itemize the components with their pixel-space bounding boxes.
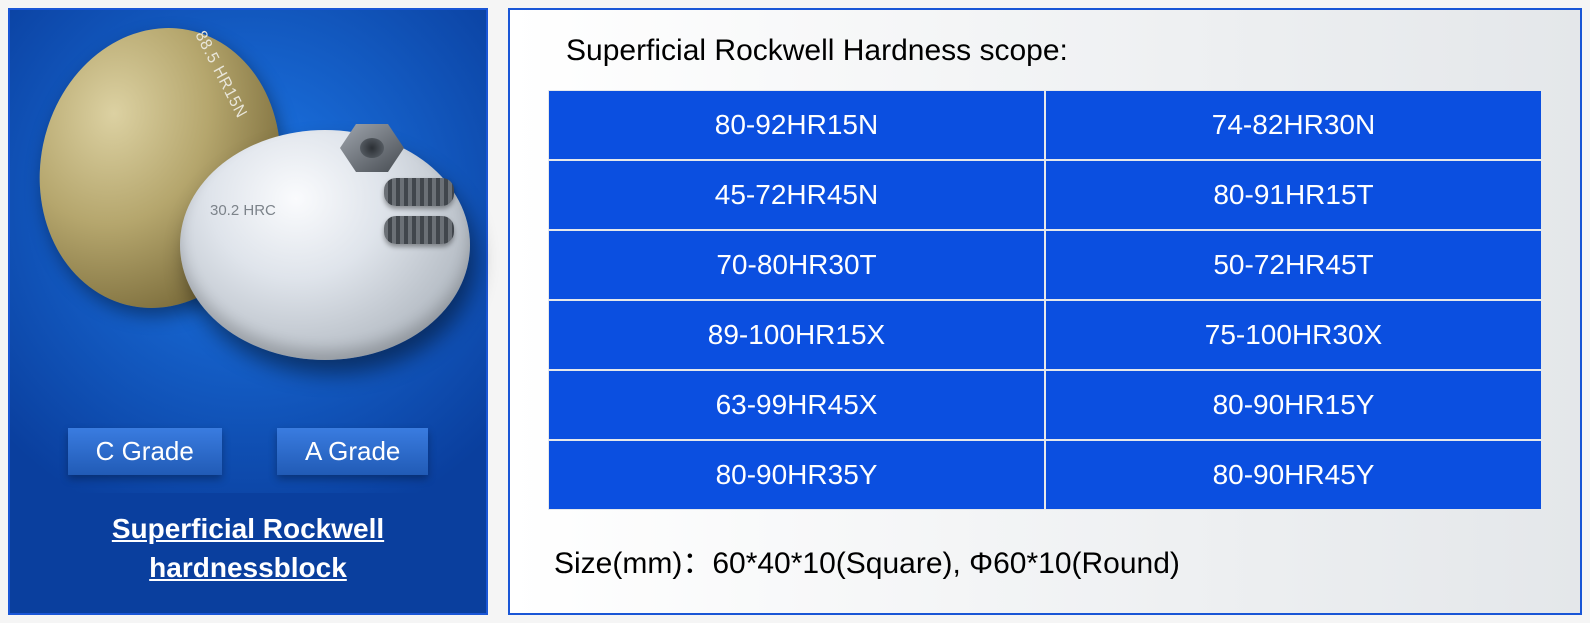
scope-title: Superficial Rockwell Hardness scope: — [566, 34, 1542, 68]
scope-cell: 70-80HR30T — [549, 231, 1044, 299]
scope-cell: 89-100HR15X — [549, 301, 1044, 369]
product-panel: 88.5 HR15N 30.2 HRC C Grade A Grade Supe… — [8, 8, 488, 615]
hex-nut-icon — [340, 124, 404, 172]
hardness-block-a-grade: 30.2 HRC — [180, 130, 470, 360]
scope-cell: 50-72HR45T — [1046, 231, 1541, 299]
grade-labels-row: C Grade A Grade — [10, 428, 486, 475]
scope-cell: 63-99HR45X — [549, 371, 1044, 439]
bolt-icon — [384, 178, 454, 206]
scope-cell: 75-100HR30X — [1046, 301, 1541, 369]
grade-badge-a: A Grade — [277, 428, 428, 475]
scope-cell: 80-90HR45Y — [1046, 441, 1541, 509]
bolt-icon — [384, 216, 454, 244]
scope-cell: 45-72HR45N — [549, 161, 1044, 229]
spec-panel: Superficial Rockwell Hardness scope: 80-… — [508, 8, 1582, 615]
disc-front-engraving: 30.2 HRC — [210, 202, 276, 219]
scope-cell: 74-82HR30N — [1046, 91, 1541, 159]
product-caption: Superficial Rockwell hardnessblock — [10, 493, 486, 613]
hardness-scope-table: 80-92HR15N 74-82HR30N 45-72HR45N 80-91HR… — [548, 90, 1542, 510]
product-image-area: 88.5 HR15N 30.2 HRC C Grade A Grade — [10, 10, 486, 493]
scope-cell: 80-90HR35Y — [549, 441, 1044, 509]
scope-cell: 80-90HR15Y — [1046, 371, 1541, 439]
size-spec: Size(mm)：60*40*10(Square), Φ60*10(Round) — [554, 538, 1542, 582]
scope-cell: 80-92HR15N — [549, 91, 1044, 159]
grade-badge-c: C Grade — [68, 428, 222, 475]
disc-surface: 30.2 HRC — [180, 130, 470, 360]
disc-back-engraving: 88.5 HR15N — [191, 28, 250, 122]
scope-cell: 80-91HR15T — [1046, 161, 1541, 229]
caption-line-1: Superficial Rockwell — [112, 513, 384, 544]
caption-line-2: hardnessblock — [149, 552, 347, 583]
